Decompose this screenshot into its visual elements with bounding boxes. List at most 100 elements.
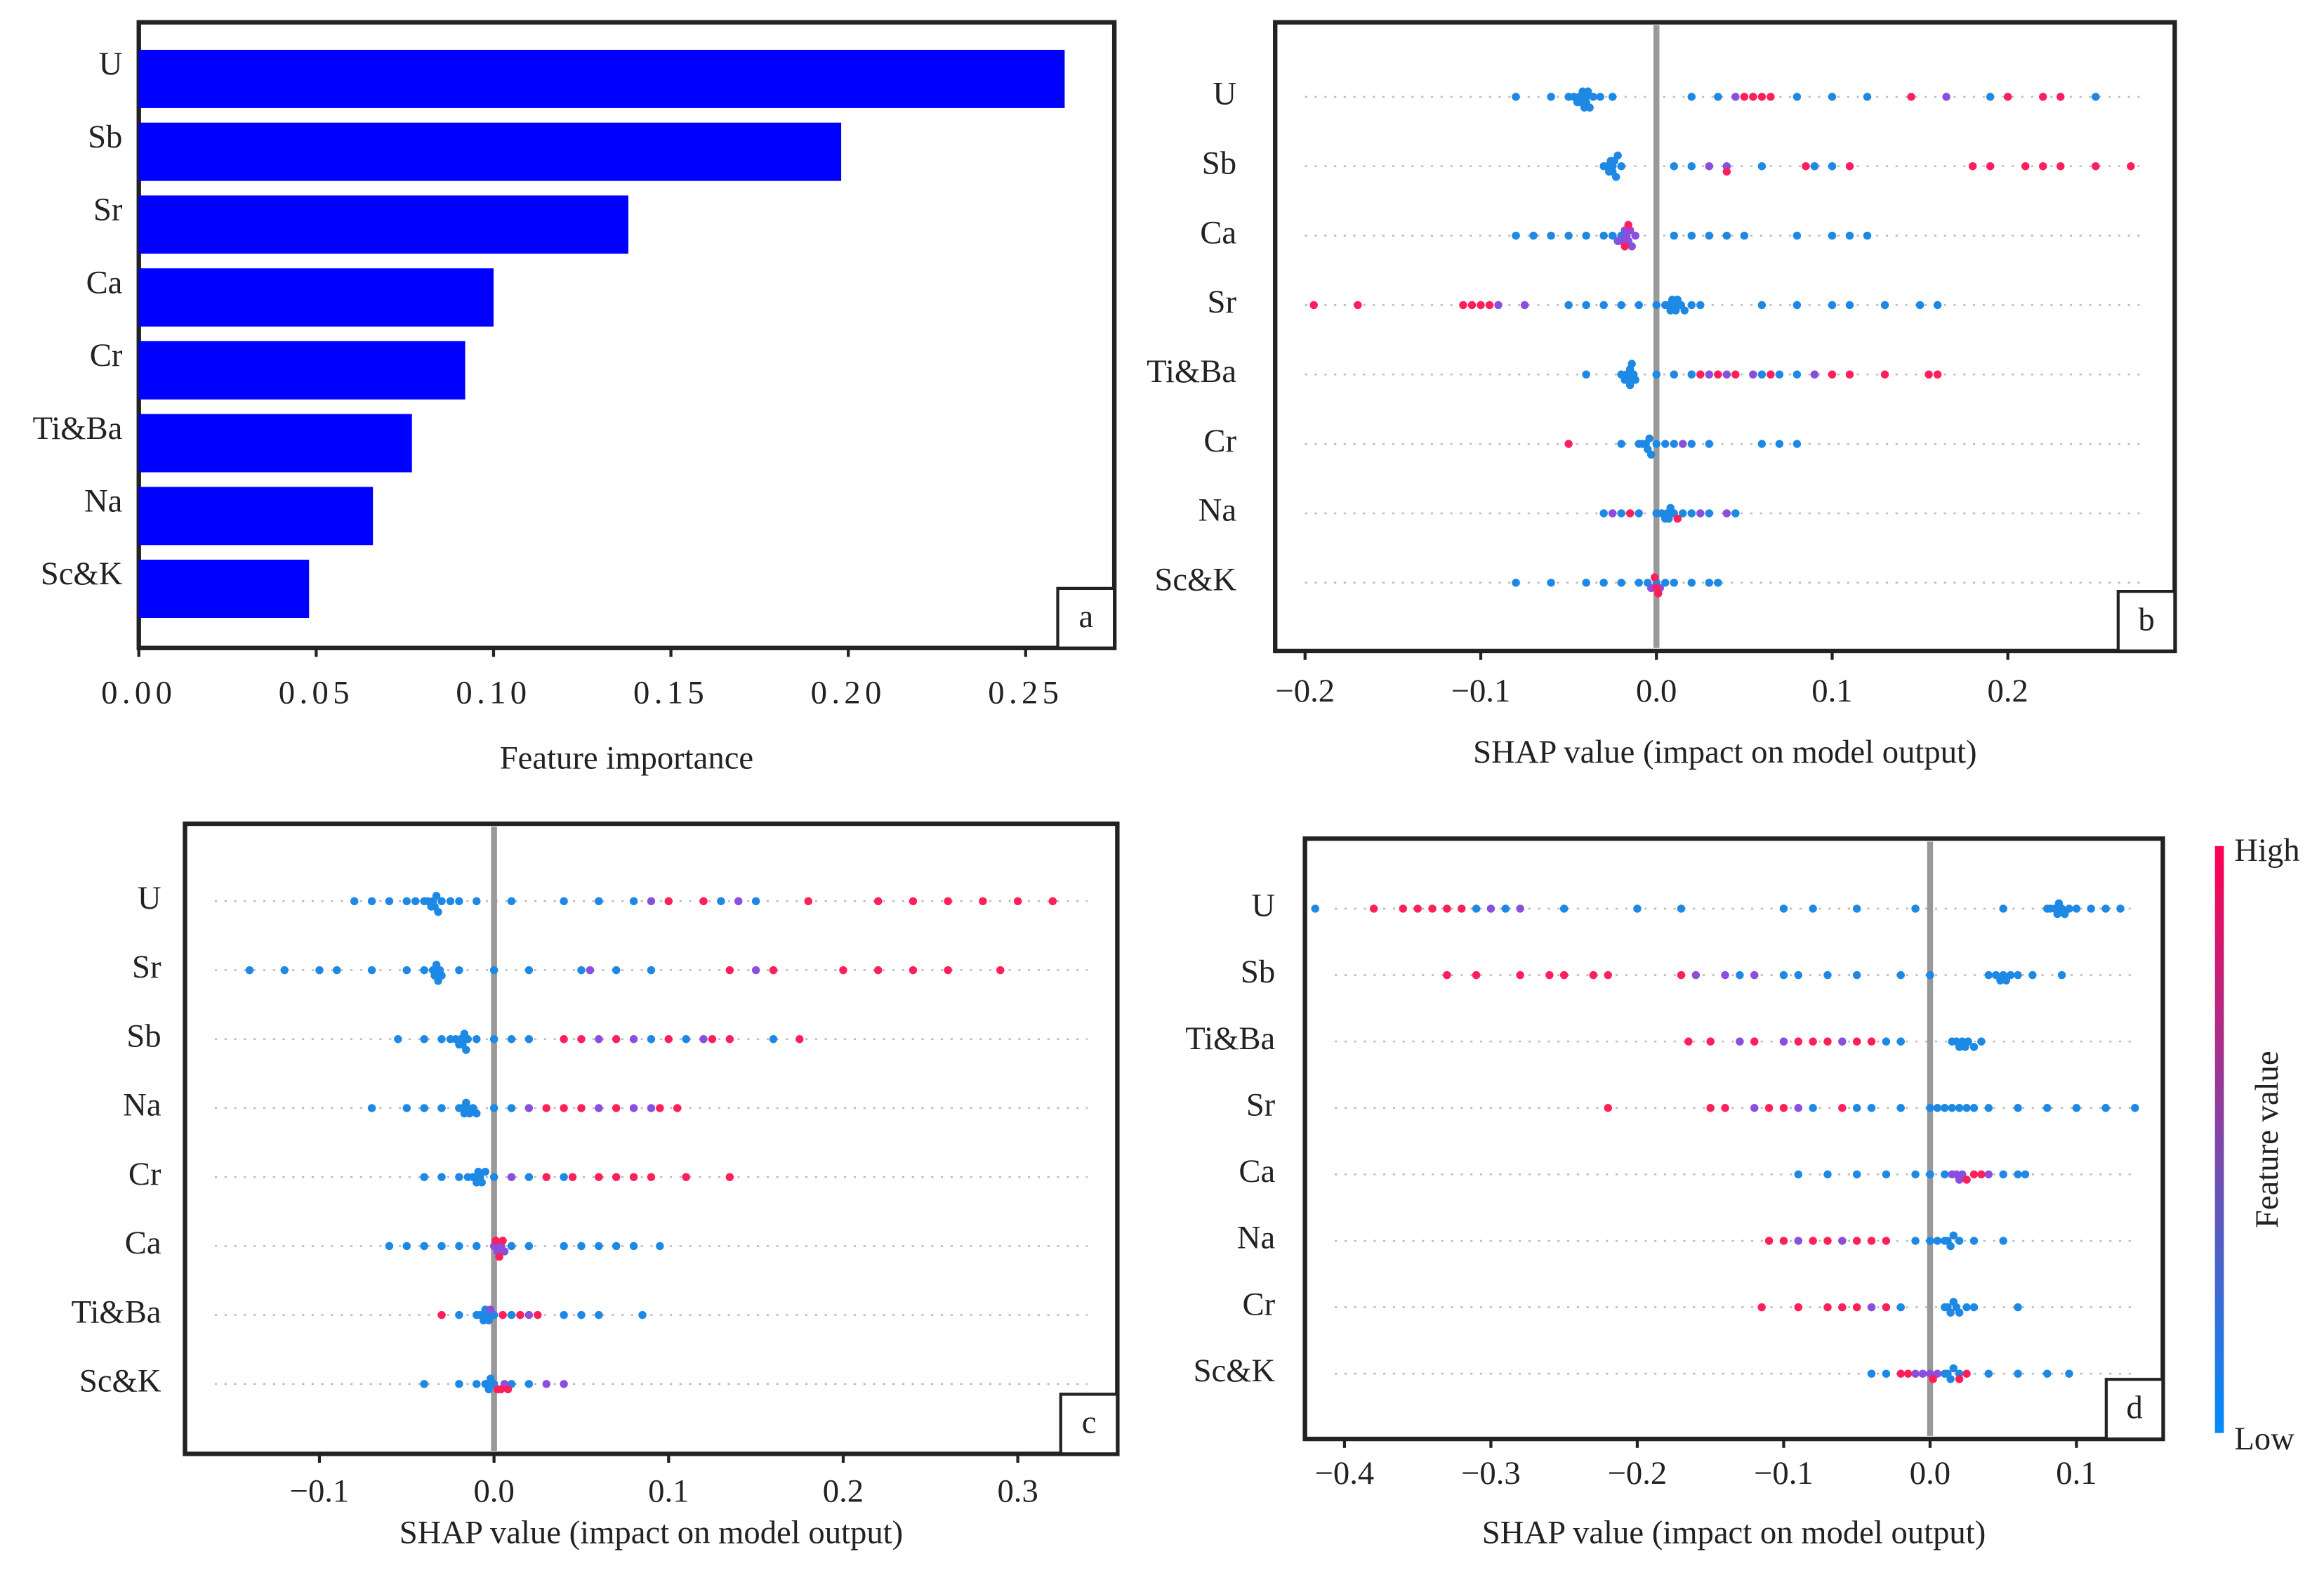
x-tick-label: −0.1 xyxy=(290,1473,350,1509)
point xyxy=(1582,231,1590,240)
point xyxy=(1749,93,1757,101)
point xyxy=(1794,1237,1803,1245)
point xyxy=(612,1242,621,1251)
point xyxy=(1823,1037,1832,1046)
feature-label: Sc&K xyxy=(79,1363,161,1400)
x-tick-label: 0.0 xyxy=(473,1473,514,1509)
point xyxy=(638,1310,647,1319)
colorbar-low-label: Low xyxy=(2234,1421,2295,1457)
point xyxy=(1867,1104,1876,1112)
x-axis-label: SHAP value (impact on model output) xyxy=(1482,1515,1986,1551)
point xyxy=(2003,93,2012,101)
point xyxy=(2043,1104,2052,1112)
point xyxy=(507,1035,516,1044)
point xyxy=(595,1173,603,1181)
point xyxy=(333,966,341,975)
point xyxy=(455,1310,463,1319)
point xyxy=(1969,1043,1979,1051)
point xyxy=(1443,904,1451,913)
point xyxy=(1792,93,1802,101)
point xyxy=(524,1310,534,1319)
point xyxy=(1013,897,1022,906)
point xyxy=(455,1173,463,1181)
point xyxy=(1779,1104,1788,1112)
point xyxy=(1399,904,1408,913)
point xyxy=(2006,970,2015,980)
point xyxy=(1654,589,1663,598)
point xyxy=(595,1104,603,1112)
bar xyxy=(138,560,310,619)
x-tick-label: −0.1 xyxy=(1451,673,1511,709)
point xyxy=(473,1109,481,1118)
feature-label: Cr xyxy=(128,1156,161,1192)
point xyxy=(1823,1303,1832,1312)
point xyxy=(350,897,359,906)
point xyxy=(1867,1369,1876,1378)
point xyxy=(1559,904,1569,913)
point xyxy=(367,897,376,906)
point xyxy=(437,1173,446,1181)
point xyxy=(477,1178,486,1187)
point xyxy=(1915,301,1924,310)
point xyxy=(595,1310,603,1319)
point xyxy=(1516,904,1524,913)
point xyxy=(2039,93,2047,101)
point xyxy=(367,966,376,975)
point xyxy=(1794,970,1803,980)
point xyxy=(1687,301,1696,310)
point xyxy=(1896,1104,1905,1112)
point xyxy=(524,966,534,975)
point xyxy=(411,897,420,906)
point xyxy=(996,966,1005,975)
x-tick-label: 0.25 xyxy=(988,674,1063,711)
x-tick-label: 0.1 xyxy=(1811,673,1852,709)
point xyxy=(1608,93,1617,101)
point xyxy=(577,966,586,975)
point xyxy=(2127,162,2135,171)
point xyxy=(682,1173,690,1181)
point xyxy=(1775,440,1784,448)
point xyxy=(1792,370,1802,379)
point xyxy=(524,1035,534,1044)
point xyxy=(1764,1237,1774,1245)
point xyxy=(1608,231,1617,240)
feature-label: Ti&Ba xyxy=(1185,1020,1275,1057)
point xyxy=(1740,93,1749,101)
point xyxy=(1896,1303,1905,1312)
point xyxy=(1458,904,1466,913)
point xyxy=(524,1104,534,1112)
y-tick-label: Cr xyxy=(90,337,123,374)
point xyxy=(769,1035,778,1044)
point xyxy=(1984,1104,1993,1112)
point xyxy=(1794,1037,1803,1046)
panel-label: a xyxy=(1078,598,1093,635)
point xyxy=(1311,904,1319,913)
point xyxy=(629,897,638,906)
point xyxy=(1645,434,1653,443)
point xyxy=(1863,231,1872,240)
point xyxy=(1620,242,1629,251)
point xyxy=(1589,970,1598,980)
feature-label: Cr xyxy=(1203,423,1236,459)
point xyxy=(1714,370,1722,379)
point xyxy=(1691,970,1701,980)
point xyxy=(1673,514,1682,523)
point xyxy=(437,897,446,906)
point xyxy=(2092,162,2100,171)
point xyxy=(2014,1170,2022,1179)
panel-label: c xyxy=(1082,1404,1097,1441)
point xyxy=(586,966,595,975)
point xyxy=(2116,904,2125,913)
point xyxy=(1705,370,1714,379)
point xyxy=(1992,970,2000,980)
x-tick-label: 0.05 xyxy=(279,674,354,711)
point xyxy=(432,891,441,900)
point xyxy=(1757,1303,1766,1312)
panel-label-box xyxy=(1059,1393,1119,1456)
point xyxy=(699,897,708,906)
colorbar xyxy=(2214,845,2224,1433)
bar xyxy=(138,195,628,254)
point xyxy=(944,966,952,975)
feature-label: U xyxy=(1213,76,1236,112)
feature-label: Sb xyxy=(1241,954,1275,990)
